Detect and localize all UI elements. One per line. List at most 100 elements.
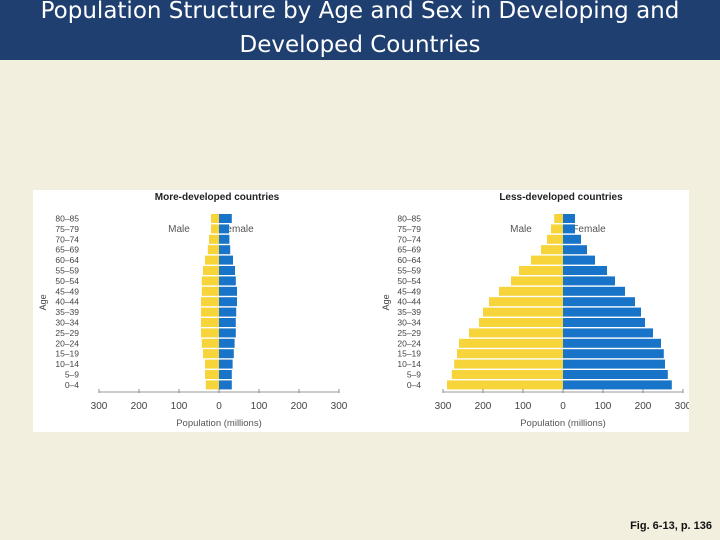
more-developed-bar-male-65–69 [207,245,219,255]
less-developed-bar-female-35–39 [563,307,641,317]
more-developed-bar-male-45–49 [201,286,219,296]
more-developed-bar-female-15–19 [219,349,234,359]
less-developed-age-label: 80–85 [397,214,421,224]
figure-panel: More-developed countries Male Female 0–4 5–9… [33,190,689,432]
more-developed-bar-female-70–74 [219,234,230,244]
more-developed-age-label: 5–9 [65,370,79,380]
more-developed-age-label: 0–4 [65,380,79,390]
less-developed-y-axis-label: Age [381,294,391,310]
less-developed-bar-female-20–24 [563,338,661,348]
less-developed-chart-title: Less-developed countries [499,192,623,203]
more-developed-bar-female-60–64 [219,255,233,265]
less-developed-bar-male-75–79 [551,224,563,234]
more-developed-bar-male-60–64 [205,255,219,265]
less-developed-bar-female-30–34 [563,318,645,327]
less-developed-x-tick-label: 200 [475,401,492,412]
more-developed-bar-female-25–29 [219,328,236,338]
less-developed-x-tick-label: 300 [675,401,689,412]
more-developed-x-tick-label: 100 [251,401,268,412]
less-developed-bar-male-60–64 [531,255,563,265]
more-developed-age-label: 50–54 [55,276,79,286]
less-developed-legend-female: Female [572,224,606,235]
more-developed-age-label: 35–39 [55,307,79,317]
more-developed-bar-male-70–74 [209,234,219,244]
less-developed-bar-male-5–9 [451,370,563,379]
less-developed-bar-male-25–29 [469,328,563,338]
more-developed-age-label: 20–24 [55,338,79,348]
less-developed-bar-female-25–29 [563,328,653,338]
less-developed-bar-male-15–19 [457,349,563,359]
more-developed-x-tick-label: 0 [216,401,222,412]
less-developed-bar-female-10–14 [563,359,665,369]
less-developed-age-label: 35–39 [397,307,421,317]
more-developed-bar-male-5–9 [205,370,219,379]
more-developed-bar-female-5–9 [219,370,232,379]
less-developed-bar-female-45–49 [563,286,625,296]
more-developed-bar-male-50–54 [201,276,219,286]
more-developed-x-tick-label: 100 [171,401,188,412]
more-developed-age-label: 75–79 [55,224,79,234]
less-developed-age-label: 5–9 [407,370,421,380]
more-developed-age-label: 60–64 [55,255,79,265]
more-developed-bar-male-20–24 [201,338,219,348]
more-developed-legend-male: Male [168,224,190,235]
more-developed-chart-title: More-developed countries [155,192,280,203]
more-developed-y-axis-label: Age [38,294,48,310]
less-developed-bar-female-60–64 [563,255,595,265]
less-developed-age-label: 75–79 [397,224,421,234]
more-developed-bar-male-35–39 [201,307,219,317]
less-developed-bar-male-20–24 [459,338,563,348]
more-developed-age-label: 15–19 [55,349,79,359]
less-developed-x-tick-label: 0 [560,401,566,412]
more-developed-age-label: 80–85 [55,214,79,224]
less-developed-age-label: 65–69 [397,245,421,255]
less-developed-bar-male-0–4 [447,380,563,390]
less-developed-bar-female-55–59 [563,266,607,275]
less-developed-age-label: 45–49 [397,286,421,296]
more-developed-age-label: 55–59 [55,266,79,276]
more-developed-x-tick-label: 200 [291,401,308,412]
less-developed-age-label: 50–54 [397,276,421,286]
less-developed-bar-male-45–49 [499,286,563,296]
more-developed-age-label: 30–34 [55,318,79,328]
less-developed-age-label: 70–74 [397,234,421,244]
less-developed-bar-male-10–14 [454,359,563,369]
less-developed-bar-male-80–85 [554,214,563,223]
more-developed-bar-female-65–69 [219,245,231,255]
more-developed-bar-male-75–79 [211,224,219,234]
more-developed-bar-male-25–29 [201,328,219,338]
less-developed-age-label: 20–24 [397,338,421,348]
less-developed-x-tick-label: 200 [635,401,652,412]
more-developed-bar-male-0–4 [205,380,219,390]
more-developed-age-label: 25–29 [55,328,79,338]
more-developed-bar-male-10–14 [205,359,219,369]
less-developed-bar-female-80–85 [563,214,575,223]
more-developed-bar-female-10–14 [219,359,233,369]
less-developed-bar-male-70–74 [547,234,563,244]
less-developed-age-label: 0–4 [407,380,421,390]
more-developed-x-tick-label: 200 [131,401,148,412]
more-developed-bar-female-20–24 [219,338,235,348]
more-developed-x-tick-label: 300 [91,401,108,412]
more-developed-bar-male-15–19 [203,349,219,359]
less-developed-age-label: 10–14 [397,359,421,369]
less-developed-age-label: 55–59 [397,266,421,276]
less-developed-bar-female-0–4 [563,380,672,390]
more-developed-age-label: 70–74 [55,234,79,244]
less-developed-legend-male: Male [510,224,532,235]
less-developed-age-label: 15–19 [397,349,421,359]
more-developed-bar-female-45–49 [219,286,237,296]
more-developed-bar-male-30–34 [201,318,219,327]
more-developed-age-label: 45–49 [55,286,79,296]
more-developed-bar-female-35–39 [219,307,237,317]
less-developed-bar-male-30–34 [479,318,563,327]
more-developed-x-axis-label: Population (millions) [176,418,262,429]
less-developed-x-axis-label: Population (millions) [520,418,606,429]
more-developed-bar-female-50–54 [219,276,236,286]
more-developed-bar-female-80–85 [219,214,232,223]
more-developed-age-label: 65–69 [55,245,79,255]
more-developed-legend-female: Female [220,224,254,235]
less-developed-bar-male-35–39 [483,307,563,317]
less-developed-bar-female-15–19 [563,349,664,359]
